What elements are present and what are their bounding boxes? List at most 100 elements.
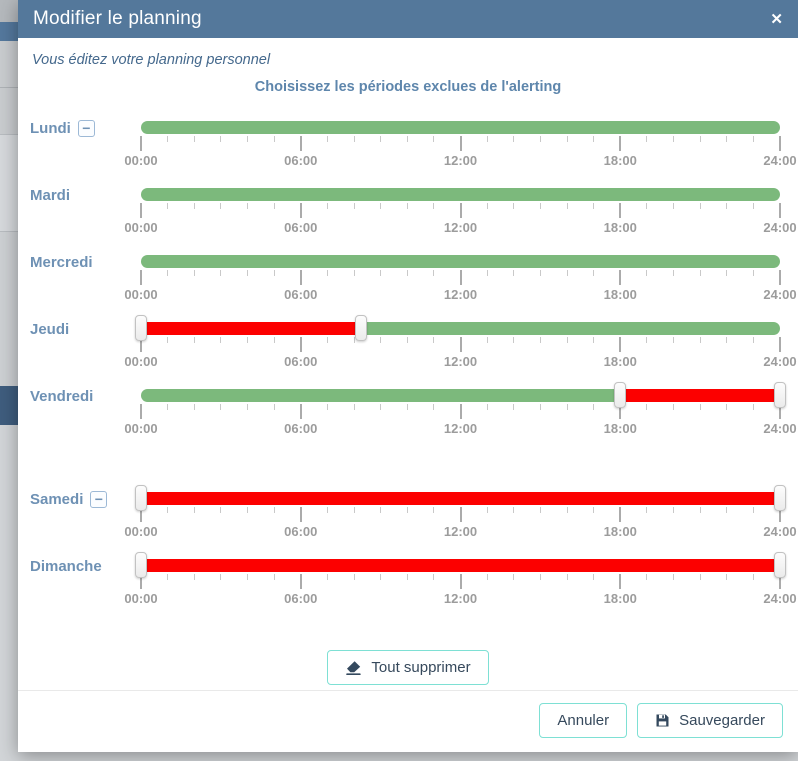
excluded-period-segment <box>141 492 780 505</box>
minor-tick <box>273 574 275 580</box>
tick-label: 06:00 <box>284 591 318 606</box>
minor-tick <box>353 574 355 580</box>
slider-handle[interactable] <box>774 382 786 408</box>
slider-handle[interactable] <box>774 485 786 511</box>
slider-fill <box>141 188 780 201</box>
slider-fill <box>141 559 780 572</box>
slider-track[interactable] <box>135 315 780 341</box>
major-tick <box>140 136 142 151</box>
minor-tick <box>353 203 355 209</box>
minor-tick <box>726 270 728 276</box>
minor-tick <box>699 507 701 513</box>
minor-tick <box>673 136 674 142</box>
major-tick <box>299 203 302 218</box>
minor-tick <box>220 270 222 276</box>
clear-all-button[interactable]: Tout supprimer <box>327 650 489 685</box>
active-period-segment <box>360 322 780 335</box>
day-label-wrap: Dimanche <box>30 558 102 575</box>
slider-handle[interactable] <box>354 315 367 341</box>
minor-tick <box>593 270 595 276</box>
slider-track[interactable] <box>141 382 786 408</box>
slider-ticks: 00:00 06:00 12:00 18:00 24:00 <box>124 507 797 547</box>
major-tick <box>779 574 781 589</box>
minor-tick <box>566 507 568 513</box>
day-row-mardi: Mardi 00:00 06:00 12:00 18:00 24:00 <box>18 187 798 255</box>
day-label: Mercredi <box>30 254 93 271</box>
modal-body: Vous éditez votre planning personnel Cho… <box>18 38 798 690</box>
slider-handle[interactable] <box>774 552 786 578</box>
tick-label: 24:00 <box>763 153 797 168</box>
tick-label: 12:00 <box>443 287 478 302</box>
tick-label: 18:00 <box>603 591 637 606</box>
time-slider[interactable]: 00:00 06:00 12:00 18:00 24:00 <box>124 382 797 449</box>
major-tick <box>140 270 142 285</box>
major-tick <box>619 404 622 419</box>
minor-tick <box>673 507 674 513</box>
major-tick <box>459 203 462 218</box>
minor-tick <box>513 337 515 343</box>
tick-label: 18:00 <box>603 153 637 168</box>
minor-tick <box>273 270 275 276</box>
slider-track[interactable] <box>141 188 780 201</box>
background-selected-row <box>0 386 18 425</box>
time-slider[interactable]: 00:00 06:00 12:00 18:00 24:00 <box>124 552 797 619</box>
slider-track[interactable] <box>141 121 780 134</box>
minor-tick <box>353 404 355 410</box>
minor-tick <box>326 404 328 410</box>
minor-tick <box>193 574 195 580</box>
minor-tick <box>699 574 701 580</box>
minor-tick <box>752 404 754 410</box>
tick-label: 12:00 <box>443 591 478 606</box>
minor-tick <box>167 507 169 513</box>
time-slider[interactable]: 00:00 06:00 12:00 18:00 24:00 <box>124 255 797 315</box>
minor-tick <box>326 270 328 276</box>
minor-tick <box>539 203 541 209</box>
minor-tick <box>699 270 701 276</box>
minor-tick <box>167 337 169 343</box>
tick-label: 06:00 <box>284 153 318 168</box>
collapse-day-button[interactable]: − <box>90 491 108 508</box>
slider-handle[interactable] <box>135 552 147 578</box>
minor-tick <box>593 507 595 513</box>
cancel-button[interactable]: Annuler <box>539 703 628 738</box>
minor-tick <box>593 203 595 209</box>
time-slider[interactable]: 00:00 06:00 12:00 18:00 24:00 <box>124 485 797 552</box>
day-label-wrap: Vendredi <box>30 388 93 405</box>
major-tick <box>619 337 622 352</box>
slider-handle[interactable] <box>135 485 147 511</box>
slider-handle[interactable] <box>614 382 627 408</box>
major-tick <box>459 507 462 522</box>
close-icon[interactable]: ✕ <box>770 10 783 28</box>
slider-track[interactable] <box>135 552 786 578</box>
slider-fill <box>141 492 780 505</box>
time-slider[interactable]: 00:00 06:00 12:00 18:00 24:00 <box>124 121 797 181</box>
tick-label: 00:00 <box>124 153 158 168</box>
background-header-band <box>0 22 18 41</box>
tick-label: 24:00 <box>763 421 797 436</box>
minor-tick <box>167 136 169 142</box>
slider-track[interactable] <box>141 255 780 268</box>
slider-handle[interactable] <box>135 315 147 341</box>
tick-label: 06:00 <box>284 220 318 235</box>
save-button[interactable]: Sauvegarder <box>637 703 783 738</box>
minor-tick <box>752 203 754 209</box>
minor-tick <box>699 136 701 142</box>
time-slider[interactable]: 00:00 06:00 12:00 18:00 24:00 <box>124 315 797 382</box>
minor-tick <box>726 136 728 142</box>
minor-tick <box>486 404 488 410</box>
time-slider[interactable]: 00:00 06:00 12:00 18:00 24:00 <box>124 188 797 248</box>
slider-track[interactable] <box>135 485 786 511</box>
tick-label: 24:00 <box>763 287 797 302</box>
modal-subtitle: Vous éditez votre planning personnel <box>32 52 271 68</box>
background-block <box>0 232 18 386</box>
minor-tick <box>646 404 648 410</box>
day-row-lundi: Lundi − 00:00 06:00 12:00 18:00 24:00 <box>18 120 798 188</box>
background-block <box>0 425 18 761</box>
minor-tick <box>406 203 408 209</box>
major-tick <box>299 507 302 522</box>
minor-tick <box>673 270 674 276</box>
collapse-day-button[interactable]: − <box>77 120 95 137</box>
minor-tick <box>699 404 701 410</box>
minor-tick <box>193 337 195 343</box>
minor-tick <box>220 337 222 343</box>
